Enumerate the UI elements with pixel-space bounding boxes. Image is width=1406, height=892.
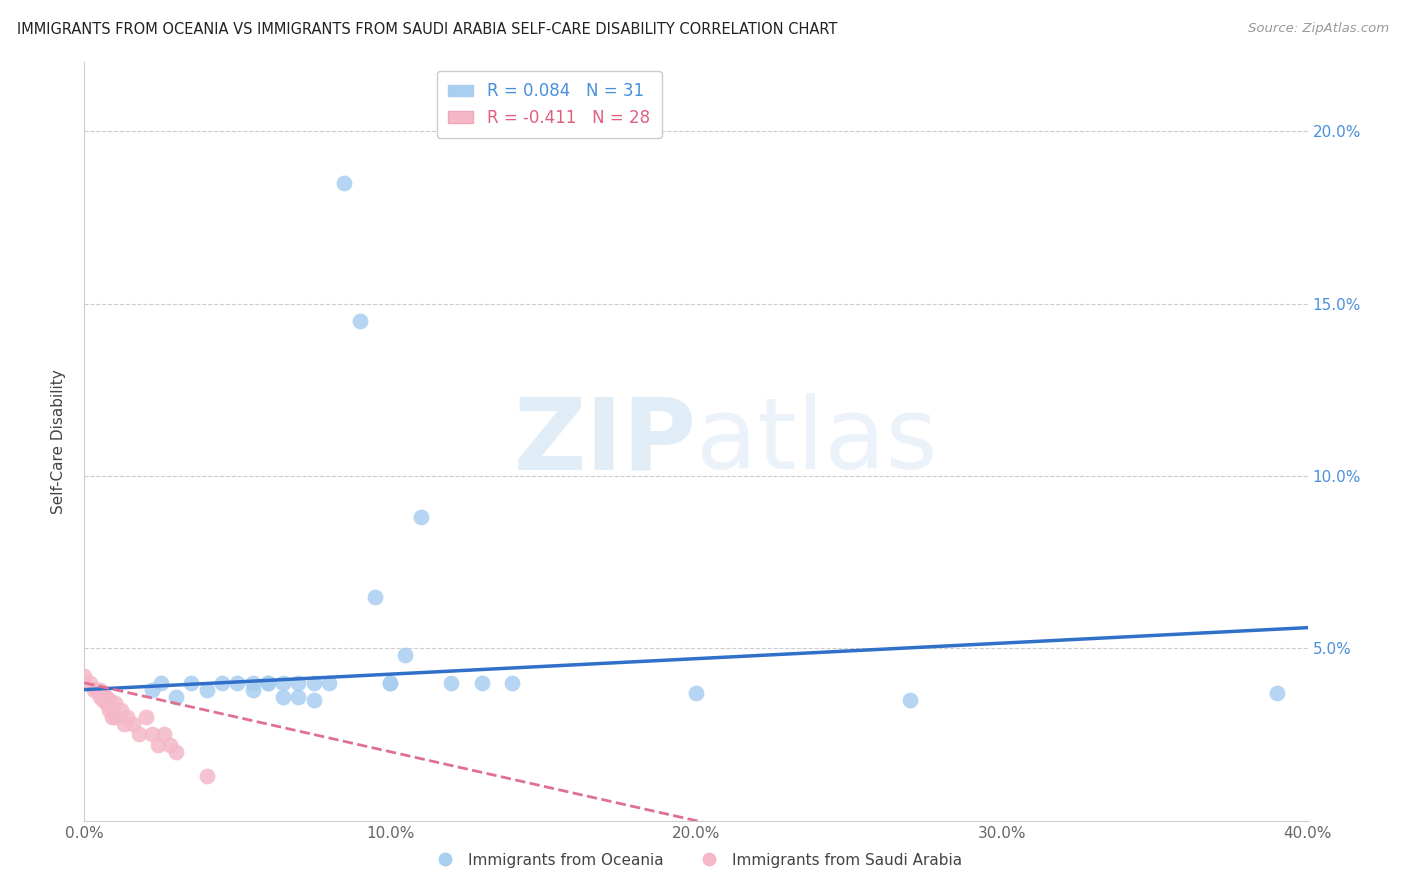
Point [89, 682, 111, 697]
Point [73, 669, 96, 683]
Point [271, 690, 294, 704]
Point [440, 675, 463, 690]
Y-axis label: Self-Care Disability: Self-Care Disability [51, 369, 66, 514]
Point [685, 686, 707, 700]
Text: IMMIGRANTS FROM OCEANIA VS IMMIGRANTS FROM SAUDI ARABIA SELF-CARE DISABILITY COR: IMMIGRANTS FROM OCEANIA VS IMMIGRANTS FR… [17, 22, 837, 37]
Point [287, 690, 309, 704]
Text: Source: ZipAtlas.com: Source: ZipAtlas.com [1249, 22, 1389, 36]
Point [104, 697, 127, 711]
Point [333, 176, 356, 190]
Point [287, 675, 309, 690]
Point [141, 727, 163, 741]
Legend: Immigrants from Oceania, Immigrants from Saudi Arabia: Immigrants from Oceania, Immigrants from… [423, 847, 969, 873]
Point [86, 682, 108, 697]
Text: ZIP: ZIP [513, 393, 696, 490]
Point [101, 699, 124, 714]
Point [112, 717, 135, 731]
Text: atlas: atlas [696, 393, 938, 490]
Point [242, 675, 264, 690]
Point [195, 682, 218, 697]
Point [97, 693, 120, 707]
Point [364, 590, 387, 604]
Point [122, 717, 145, 731]
Point [94, 690, 117, 704]
Point [91, 693, 114, 707]
Point [471, 675, 494, 690]
Point [180, 675, 202, 690]
Point [165, 690, 187, 704]
Point [271, 675, 294, 690]
Point [153, 727, 176, 741]
Point [394, 648, 416, 663]
Point [101, 710, 124, 724]
Point [115, 710, 138, 724]
Point [94, 697, 117, 711]
Point [349, 314, 371, 328]
Point [1265, 686, 1288, 700]
Point [141, 682, 163, 697]
Point [302, 675, 325, 690]
Point [159, 738, 181, 752]
Point [318, 675, 340, 690]
Point [149, 675, 172, 690]
Point [110, 703, 132, 717]
Point [502, 675, 524, 690]
Point [242, 682, 264, 697]
Point [97, 703, 120, 717]
Point [128, 727, 150, 741]
Point [146, 738, 169, 752]
Point [898, 693, 921, 707]
Point [135, 710, 157, 724]
Point [257, 675, 280, 690]
Point [257, 675, 280, 690]
Point [91, 686, 114, 700]
Point [195, 769, 218, 783]
Point [302, 693, 325, 707]
Point [79, 675, 101, 690]
Point [211, 675, 233, 690]
Point [89, 690, 111, 704]
Point [104, 710, 127, 724]
Point [226, 675, 249, 690]
Point [380, 675, 402, 690]
Point [380, 675, 402, 690]
Point [409, 510, 432, 524]
Point [165, 745, 187, 759]
Point [83, 682, 105, 697]
